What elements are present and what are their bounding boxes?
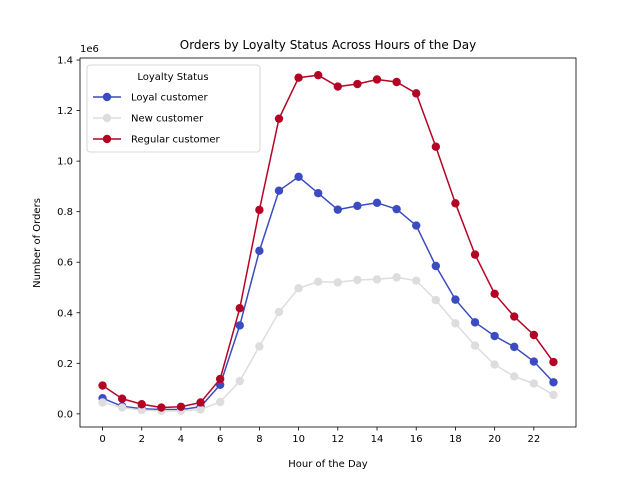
y-tick-label: 1.0 — [57, 157, 73, 168]
data-point-loyal-customer — [432, 262, 440, 270]
data-point-loyal-customer — [510, 343, 518, 351]
data-point-new-customer — [294, 284, 302, 292]
data-point-regular-customer — [275, 114, 283, 122]
data-point-new-customer — [216, 398, 224, 406]
legend-label: Loyal customer — [131, 93, 208, 104]
data-point-new-customer — [510, 372, 518, 380]
x-tick-label: 2 — [139, 434, 145, 445]
x-tick-label: 22 — [527, 434, 540, 445]
data-point-new-customer — [353, 276, 361, 284]
data-point-loyal-customer — [549, 378, 557, 386]
data-point-regular-customer — [432, 143, 440, 151]
data-point-loyal-customer — [471, 318, 479, 326]
data-point-regular-customer — [157, 403, 165, 411]
data-point-new-customer — [275, 308, 283, 316]
data-point-new-customer — [334, 278, 342, 286]
y-tick-label: 1.4 — [57, 56, 73, 67]
legend-swatch-marker — [103, 114, 111, 122]
data-point-loyal-customer — [294, 173, 302, 181]
x-tick-label: 12 — [331, 434, 344, 445]
data-point-loyal-customer — [451, 295, 459, 303]
data-point-regular-customer — [451, 199, 459, 207]
data-point-new-customer — [432, 296, 440, 304]
data-point-new-customer — [255, 342, 263, 350]
data-point-loyal-customer — [314, 189, 322, 197]
data-point-regular-customer — [196, 398, 204, 406]
x-tick-label: 18 — [449, 434, 462, 445]
legend-swatch-marker — [103, 135, 111, 143]
data-point-new-customer — [98, 398, 106, 406]
y-tick-label: 0.0 — [57, 409, 73, 420]
data-point-loyal-customer — [490, 332, 498, 340]
data-point-regular-customer — [177, 403, 185, 411]
legend-label: New customer — [131, 114, 204, 125]
data-point-new-customer — [392, 273, 400, 281]
y-tick-label: 0.6 — [57, 258, 73, 269]
y-tick-label: 0.4 — [57, 308, 73, 319]
data-point-loyal-customer — [392, 205, 400, 213]
legend-label: Regular customer — [131, 135, 221, 146]
y-tick-label: 0.2 — [57, 359, 73, 370]
data-point-new-customer — [314, 277, 322, 285]
data-point-regular-customer — [98, 381, 106, 389]
legend-swatch-marker — [103, 93, 111, 101]
data-point-regular-customer — [255, 206, 263, 214]
x-tick-label: 10 — [292, 434, 305, 445]
data-point-regular-customer — [471, 250, 479, 258]
x-tick-label: 8 — [256, 434, 262, 445]
x-axis-label: Hour of the Day — [288, 459, 368, 470]
chart-title: Orders by Loyalty Status Across Hours of… — [180, 38, 476, 52]
data-point-regular-customer — [353, 80, 361, 88]
data-point-new-customer — [530, 379, 538, 387]
legend-title: Loyalty Status — [137, 72, 208, 83]
data-point-new-customer — [236, 377, 244, 385]
data-point-regular-customer — [314, 71, 322, 79]
x-tick-label: 0 — [99, 434, 105, 445]
data-point-regular-customer — [510, 312, 518, 320]
data-point-regular-customer — [294, 74, 302, 82]
data-point-loyal-customer — [255, 247, 263, 255]
data-point-loyal-customer — [373, 199, 381, 207]
data-point-new-customer — [549, 391, 557, 399]
y-offset-label: 1e6 — [80, 44, 99, 55]
data-point-regular-customer — [216, 375, 224, 383]
data-point-loyal-customer — [236, 321, 244, 329]
data-point-regular-customer — [490, 290, 498, 298]
x-tick-label: 14 — [371, 434, 384, 445]
data-point-loyal-customer — [530, 357, 538, 365]
x-tick-label: 16 — [410, 434, 423, 445]
data-point-loyal-customer — [353, 202, 361, 210]
legend: Loyalty Status Loyal customer New custome… — [87, 65, 260, 152]
x-tick-label: 20 — [488, 434, 501, 445]
data-point-regular-customer — [138, 400, 146, 408]
data-point-loyal-customer — [334, 205, 342, 213]
data-point-regular-customer — [549, 358, 557, 366]
data-point-regular-customer — [412, 89, 420, 97]
data-point-new-customer — [451, 319, 459, 327]
data-point-loyal-customer — [412, 221, 420, 229]
y-tick-label: 1.2 — [57, 106, 73, 117]
y-axis-label: Number of Orders — [32, 198, 43, 288]
x-tick-label: 4 — [178, 434, 184, 445]
x-tick-label: 6 — [217, 434, 223, 445]
data-point-regular-customer — [530, 331, 538, 339]
data-point-new-customer — [490, 360, 498, 368]
data-point-regular-customer — [236, 304, 244, 312]
data-point-new-customer — [373, 275, 381, 283]
data-point-new-customer — [412, 276, 420, 284]
data-point-regular-customer — [373, 75, 381, 83]
data-point-regular-customer — [334, 82, 342, 90]
data-point-new-customer — [471, 341, 479, 349]
data-point-regular-customer — [392, 78, 400, 86]
data-point-regular-customer — [118, 394, 126, 402]
data-point-loyal-customer — [275, 186, 283, 194]
data-point-new-customer — [118, 403, 126, 411]
y-tick-label: 0.8 — [57, 207, 73, 218]
